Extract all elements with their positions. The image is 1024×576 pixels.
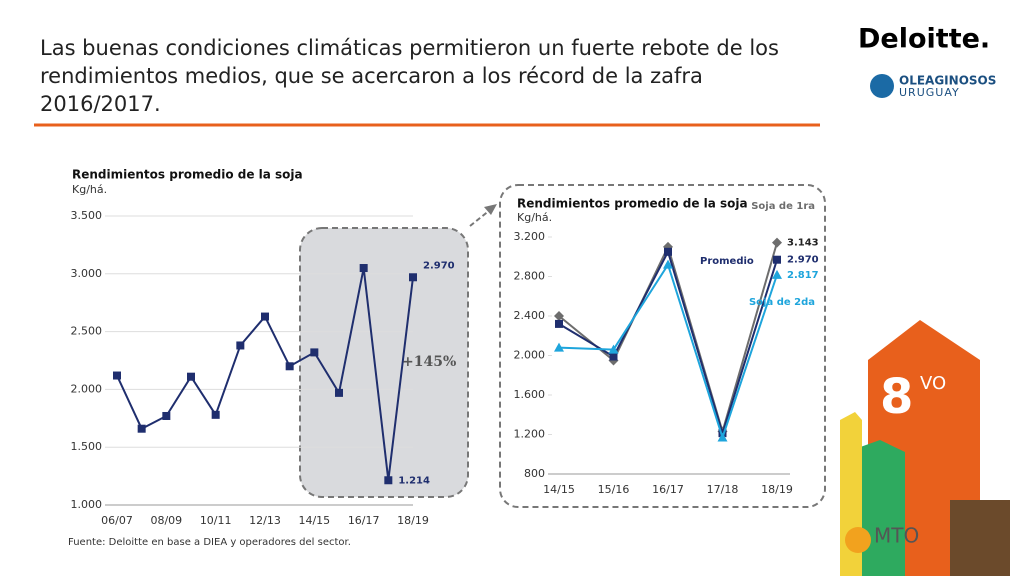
line <box>558 242 778 436</box>
y-tick-label: 2.000 <box>514 349 546 362</box>
marker <box>359 264 368 273</box>
line <box>558 262 778 441</box>
y-tick-label: 2.500 <box>71 325 103 338</box>
y-tick-label: 1.600 <box>514 388 546 401</box>
y-tick-label: 2.800 <box>514 270 546 283</box>
marker <box>717 432 728 442</box>
y-axis-label: Kg/há. <box>517 211 552 224</box>
marker <box>772 237 782 248</box>
chart-title: Rendimientos promedio de la soja <box>72 168 303 182</box>
marker <box>384 476 393 485</box>
y-tick-label: 3.000 <box>71 267 103 280</box>
marker <box>664 247 672 256</box>
marker <box>608 344 619 354</box>
marker <box>261 312 269 321</box>
legend-label: Soja de 1ra <box>751 201 815 212</box>
brand: OLEAGINOSOS <box>899 74 996 88</box>
slide-title: Las buenas condiciones climáticas permit… <box>40 36 779 116</box>
brand: URUGUAY <box>899 86 960 99</box>
marker <box>409 273 417 282</box>
marker <box>285 362 294 371</box>
y-axis-label: Kg/há. <box>72 183 107 196</box>
marker <box>187 372 195 381</box>
source: Fuente: Deloitte en base a DIEA y operad… <box>68 537 351 548</box>
badge-number: 8 <box>880 369 913 425</box>
legend-label: Soja de 2da <box>749 297 815 308</box>
arrow <box>469 209 491 227</box>
data-label: 2.970 <box>787 255 819 266</box>
marker <box>554 311 564 321</box>
x-tick-label: 18/19 <box>397 514 429 527</box>
x-tick-label: 06/07 <box>101 514 133 527</box>
legend-label: Promedio <box>700 256 754 267</box>
y-tick-label: 1.500 <box>71 440 103 453</box>
marker <box>113 371 121 380</box>
marker <box>162 411 171 420</box>
x-tick-label: 08/09 <box>150 514 182 527</box>
marker <box>211 410 220 419</box>
y-tick-label: 2.000 <box>71 382 103 395</box>
marker <box>663 259 673 269</box>
y-tick-label: 1.000 <box>71 498 103 511</box>
marker <box>555 319 563 328</box>
data-label: 1.214 <box>398 475 430 486</box>
highlight-box <box>299 227 469 498</box>
marker <box>772 269 782 279</box>
x-tick-label: 18/19 <box>761 483 793 496</box>
data-label: 2.817 <box>787 270 819 281</box>
y-tick-label: 2.400 <box>514 309 546 322</box>
x-tick-label: 17/18 <box>707 483 739 496</box>
data-label: 2.970 <box>423 260 455 271</box>
marker <box>773 255 781 264</box>
arrow-head <box>484 204 497 215</box>
x-tick-label: 16/17 <box>652 483 684 496</box>
annotation: +145% <box>402 354 456 370</box>
y-tick-label: 3.200 <box>514 230 546 243</box>
marker <box>236 341 245 350</box>
x-tick-label: 12/13 <box>249 514 281 527</box>
marker <box>609 352 618 361</box>
mto-icon <box>845 527 871 553</box>
marker <box>137 424 146 433</box>
mto: MTO <box>874 524 919 548</box>
y-tick-label: 1.200 <box>514 428 546 441</box>
data-label: 3.143 <box>787 238 819 249</box>
x-tick-label: 14/15 <box>543 483 575 496</box>
badge-suffix: VO <box>920 373 946 394</box>
x-tick-label: 10/11 <box>200 514 232 527</box>
image-deco <box>950 500 1010 576</box>
marker <box>310 348 319 357</box>
x-tick-label: 16/17 <box>348 514 380 527</box>
zoom-box <box>499 184 826 508</box>
marker <box>554 342 564 352</box>
y-tick-label: 800 <box>524 467 545 480</box>
marker <box>335 388 343 397</box>
chart-title: Rendimientos promedio de la soja <box>517 197 748 211</box>
x-tick-label: 15/16 <box>598 483 630 496</box>
y-tick-label: 3.500 <box>71 209 103 222</box>
x-tick-label: 14/15 <box>298 514 330 527</box>
logo: Deloitte. <box>858 24 990 55</box>
brand-icon <box>870 74 894 98</box>
line <box>558 249 778 437</box>
